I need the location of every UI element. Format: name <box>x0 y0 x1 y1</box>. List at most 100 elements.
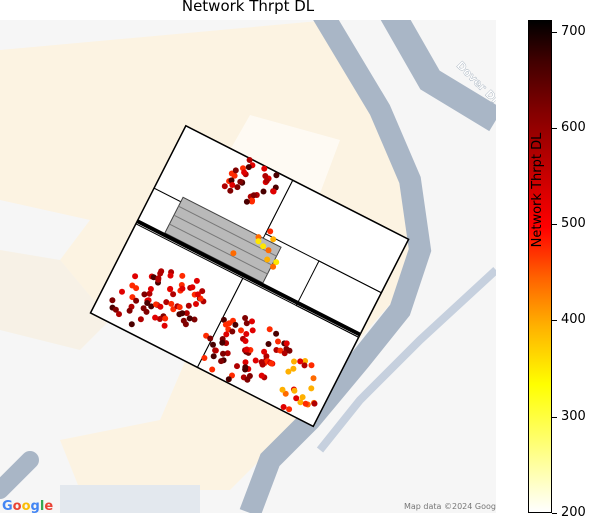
measurement-point <box>301 362 308 369</box>
measurement-point <box>231 172 238 179</box>
colorbar-tick <box>552 513 557 514</box>
measurement-point <box>243 331 250 337</box>
measurement-point <box>148 303 155 310</box>
measurement-point <box>283 340 290 347</box>
measurement-point <box>273 259 280 266</box>
colorbar-tick <box>552 31 557 33</box>
measurement-point <box>270 263 277 270</box>
measurement-point <box>210 353 217 360</box>
map-attribution: Map data ©2024 Google <box>404 502 496 511</box>
measurement-point <box>237 178 244 185</box>
measurement-point <box>242 366 249 373</box>
measurement-point <box>170 306 177 313</box>
measurement-point <box>220 316 227 323</box>
measurement-point <box>249 318 255 325</box>
measurement-point <box>189 284 196 291</box>
measurement-point <box>143 308 150 315</box>
measurement-point <box>224 350 231 357</box>
measurement-point <box>176 304 183 311</box>
parking-lot <box>60 485 200 513</box>
measurement-point <box>155 275 162 282</box>
main-road <box>239 20 432 513</box>
measurement-point <box>209 366 216 373</box>
measurement-point <box>242 338 249 344</box>
measurement-point <box>265 341 272 347</box>
measurement-point <box>158 268 165 275</box>
measurement-point <box>273 330 280 337</box>
measurement-point <box>119 288 125 295</box>
measurement-point <box>261 165 268 172</box>
colorbar-tick <box>552 224 557 226</box>
measurement-point <box>255 234 262 241</box>
measurement-point <box>185 302 192 309</box>
colorbar-tick <box>552 320 557 322</box>
measurement-point <box>270 188 277 195</box>
measurement-point <box>243 320 250 327</box>
measurement-point <box>222 321 229 328</box>
measurement-point <box>286 406 293 413</box>
colorbar <box>528 20 552 513</box>
measurement-point <box>282 390 289 397</box>
measurement-point <box>266 326 273 333</box>
measurement-point <box>109 297 116 304</box>
measurement-point <box>133 297 140 304</box>
measurement-point <box>193 277 200 284</box>
measurement-point <box>179 272 186 279</box>
measurement-point <box>262 173 269 179</box>
measurement-point <box>277 347 284 354</box>
measurement-point <box>234 184 241 191</box>
measurement-point <box>255 238 262 245</box>
measurement-point <box>157 303 164 310</box>
colorbar-tick-label: 400 <box>561 312 586 328</box>
measurement-point <box>167 285 174 292</box>
measurement-point <box>241 169 248 176</box>
measurement-point <box>246 373 253 379</box>
measurement-point <box>263 177 270 184</box>
measurement-point <box>156 316 163 322</box>
measurement-point <box>153 301 159 308</box>
measurement-point <box>212 347 219 354</box>
measurement-point <box>220 350 226 357</box>
map-title: Network Thrpt DL <box>181 0 315 15</box>
measurement-point <box>311 400 318 407</box>
side-road <box>0 451 39 499</box>
measurement-point <box>308 385 315 392</box>
measurement-point <box>275 338 281 345</box>
measurement-point <box>141 291 148 298</box>
measurement-point <box>302 358 309 364</box>
measurement-point <box>267 228 274 235</box>
measurement-point <box>210 341 216 348</box>
measurement-point <box>230 250 237 257</box>
measurement-point <box>194 291 201 298</box>
colorbar-tick <box>552 416 557 418</box>
measurement-point <box>146 290 153 297</box>
measurement-point <box>228 177 235 184</box>
building-area-2 <box>0 250 110 350</box>
measurement-point <box>250 192 257 199</box>
map-area[interactable]: Dover Dr Google Map data ©2024 Google <box>0 20 496 513</box>
measurement-point <box>302 400 309 407</box>
measurement-point <box>182 321 189 328</box>
measurement-point <box>170 291 177 298</box>
measurement-point <box>258 372 265 379</box>
measurement-point <box>285 368 292 375</box>
measurement-point <box>291 387 298 394</box>
colorbar-tick <box>552 127 557 129</box>
measurement-point <box>112 306 119 313</box>
measurement-point <box>245 164 252 171</box>
measurement-point <box>207 335 214 342</box>
measurement-point <box>150 274 157 281</box>
measurement-point <box>281 350 288 357</box>
measurement-point <box>246 157 253 163</box>
measurement-point <box>310 375 317 382</box>
measurement-point <box>261 348 268 355</box>
colorbar-label: Network Thrpt DL <box>530 132 545 248</box>
measurement-point <box>186 315 193 322</box>
measurement-point <box>144 300 151 306</box>
measurement-point <box>265 247 272 254</box>
secondary-road <box>316 267 496 453</box>
floorplan <box>89 124 410 428</box>
measurement-point <box>243 198 250 205</box>
measurement-point <box>128 321 135 328</box>
measurement-point <box>238 327 244 334</box>
